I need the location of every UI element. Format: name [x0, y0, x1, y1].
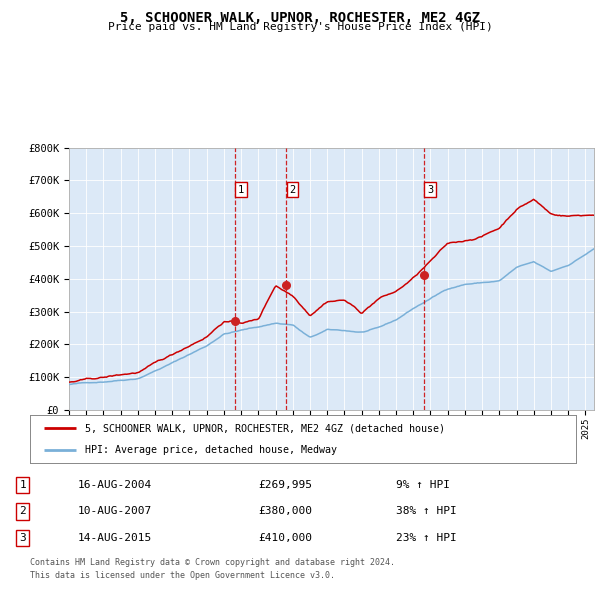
Text: Price paid vs. HM Land Registry's House Price Index (HPI): Price paid vs. HM Land Registry's House … [107, 22, 493, 32]
Text: 14-AUG-2015: 14-AUG-2015 [78, 533, 152, 543]
Text: £380,000: £380,000 [258, 506, 312, 516]
Text: 5, SCHOONER WALK, UPNOR, ROCHESTER, ME2 4GZ: 5, SCHOONER WALK, UPNOR, ROCHESTER, ME2 … [120, 11, 480, 25]
Text: 9% ↑ HPI: 9% ↑ HPI [396, 480, 450, 490]
Text: 2: 2 [19, 506, 26, 516]
Text: HPI: Average price, detached house, Medway: HPI: Average price, detached house, Medw… [85, 445, 337, 455]
Text: £269,995: £269,995 [258, 480, 312, 490]
Text: 2: 2 [289, 185, 295, 195]
Text: This data is licensed under the Open Government Licence v3.0.: This data is licensed under the Open Gov… [30, 571, 335, 580]
Text: 38% ↑ HPI: 38% ↑ HPI [396, 506, 457, 516]
Text: £410,000: £410,000 [258, 533, 312, 543]
Text: 16-AUG-2004: 16-AUG-2004 [78, 480, 152, 490]
Text: 23% ↑ HPI: 23% ↑ HPI [396, 533, 457, 543]
Text: 5, SCHOONER WALK, UPNOR, ROCHESTER, ME2 4GZ (detached house): 5, SCHOONER WALK, UPNOR, ROCHESTER, ME2 … [85, 423, 445, 433]
Text: 3: 3 [19, 533, 26, 543]
Text: 1: 1 [238, 185, 244, 195]
Text: Contains HM Land Registry data © Crown copyright and database right 2024.: Contains HM Land Registry data © Crown c… [30, 558, 395, 567]
Text: 1: 1 [19, 480, 26, 490]
Text: 10-AUG-2007: 10-AUG-2007 [78, 506, 152, 516]
Text: 3: 3 [427, 185, 433, 195]
